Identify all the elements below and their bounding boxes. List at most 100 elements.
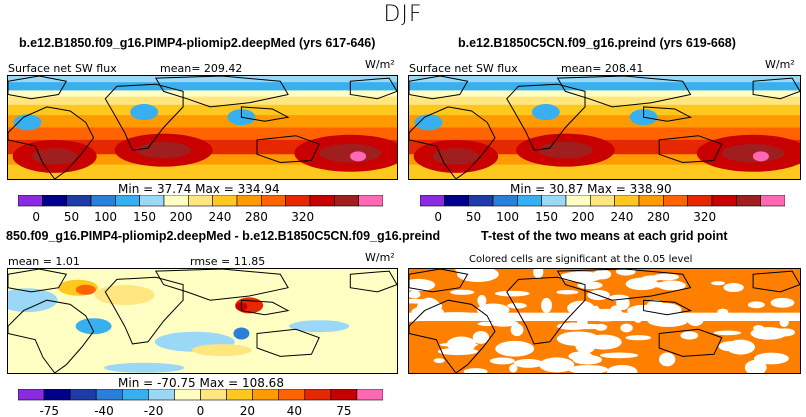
panel3-field-anomaly	[289, 320, 350, 333]
panel2-colorbar-tick: 200	[572, 210, 595, 223]
panel1-colorbar-swatch	[358, 195, 383, 207]
panel2-units: W/m²	[765, 58, 795, 71]
panel4-nonsignificant-cell	[775, 328, 796, 337]
panel2-colorbar-tick: 320	[693, 210, 716, 223]
panel2-variable: Surface net SW flux	[409, 62, 518, 75]
panel4-nonsignificant-cell	[450, 289, 475, 295]
panel2-mean: mean= 208.41	[561, 62, 644, 75]
panel3-colorbar-swatch	[304, 389, 332, 401]
panel1-field-band	[8, 115, 397, 131]
panel3-field-anomaly	[191, 344, 252, 357]
panel4-nonsignificant-cell	[489, 357, 515, 365]
panel4-nonsignificant-cell	[650, 282, 683, 289]
panel2-field-band	[409, 82, 800, 94]
page-title: DJF	[383, 2, 423, 27]
panel1-coastline	[8, 106, 95, 179]
panel1-coastline	[349, 77, 397, 100]
panel4-nonsignificant-cell	[711, 281, 726, 286]
panel3-minmax: Min = -70.75 Max = 108.68	[118, 376, 284, 390]
panel2-colorbar-swatch	[638, 195, 664, 207]
panel4-coastline	[409, 269, 469, 293]
panel4-nonsignificant-cell	[616, 269, 636, 276]
panel3-colorbar-swatch	[252, 389, 280, 401]
panel3-rmse: rmse = 11.85	[190, 255, 266, 268]
panel3-colorbar-swatch	[278, 389, 306, 401]
panel1-colorbar-swatch	[115, 195, 140, 207]
panel2-colorbar-swatch	[663, 195, 688, 207]
panel4-nonsignificant-cell	[625, 335, 652, 341]
panel2-coastline	[752, 77, 800, 100]
panel4-nonsignificant-cell	[509, 364, 518, 373]
panel1-variable: Surface net SW flux	[8, 62, 117, 75]
panel4-coastline	[643, 299, 693, 316]
panel4-nonsignificant-cell	[713, 330, 742, 336]
panel1-colorbar-tick: 150	[133, 210, 156, 223]
panel2-field-max	[432, 148, 480, 165]
panel2-colorbar-swatch	[614, 195, 640, 207]
panel4-nonsignificant-cell	[455, 269, 494, 278]
panel2-colorbar-tick: 50	[466, 210, 481, 223]
panel4-nonsignificant-cell	[477, 295, 487, 307]
panel3-colorbar-swatch	[69, 389, 97, 401]
panel3-field-anomaly	[8, 288, 58, 313]
panel4-coastline	[658, 328, 723, 357]
panel3-colorbar-tick: -20	[144, 404, 164, 417]
panel2-field-peak	[752, 151, 769, 162]
panel4-nonsignificant-cell	[513, 359, 544, 368]
panel2-colorbar-tick: 0	[434, 210, 442, 223]
panel1-coastline	[104, 83, 184, 151]
panel2-field-band	[409, 104, 800, 119]
panel4-coastline	[752, 270, 800, 293]
panel1-field-band	[8, 82, 397, 94]
panel2-colorbar: 0 50 100 150 200 240 280 320	[420, 195, 785, 223]
panel1-field-low	[13, 114, 42, 131]
panel1-colorbar-tick: 50	[64, 210, 79, 223]
panel3-coastline	[8, 299, 95, 373]
panel3-colorbar-swatch	[330, 389, 358, 401]
panel4-nonsignificant-cell	[409, 290, 421, 299]
panel2-colorbar-tick: 240	[611, 210, 634, 223]
panel2-field-max	[538, 141, 593, 159]
panel3-colorbar: -75 -40 -20 0 20 40 75	[18, 389, 383, 417]
panel4-nonsignificant-cell	[577, 281, 603, 290]
panel1-colorbar-swatch	[42, 195, 67, 207]
panel2-field-low	[414, 114, 443, 131]
panel4-coastline	[556, 269, 692, 301]
panel2-field-band	[409, 90, 800, 102]
panel3-coastline	[104, 276, 184, 345]
panel4-nonsignificant-cell	[599, 352, 639, 359]
panel3-field-anomaly	[233, 327, 250, 340]
panel2-colorbar-swatch	[541, 195, 567, 207]
panel4-nonsignificant-cell	[747, 301, 765, 309]
panel3-colorbar-swatch	[200, 389, 227, 401]
panel1-colorbar-tick: 200	[170, 210, 193, 223]
panel4-subtitle: Colored cells are significant at the 0.0…	[469, 254, 693, 265]
panel2-colorbar-tick: 100	[496, 210, 519, 223]
panel4-nonsignificant-cell	[659, 352, 676, 367]
panel1-colorbar-swatch	[334, 195, 359, 207]
panel4-nonsignificant-cell	[606, 364, 638, 373]
panel2-coastline	[409, 76, 469, 100]
panel2-colorbar-swatch	[565, 195, 591, 207]
panel2-colorbar-swatch	[760, 195, 785, 207]
panel2-colorbar-swatch	[492, 195, 518, 207]
panel3-mean: mean = 1.01	[8, 255, 80, 268]
panel1-field-max	[136, 141, 191, 159]
panel1-colorbar-tick: 0	[32, 210, 40, 223]
panel4-nonsignificant-cell	[409, 278, 436, 292]
panel4-nonsignificant-cell	[533, 269, 544, 279]
panel1-map	[7, 75, 398, 180]
panel2-coastline	[643, 106, 693, 122]
panel3-field-anomaly	[75, 284, 96, 295]
panel3-field-anomaly	[75, 318, 112, 335]
panel2-title: b.e12.B1850C5CN.f09_g16.preind (yrs 619-…	[458, 36, 736, 50]
panel1-colorbar-swatch	[18, 195, 43, 207]
panel4-nonsignificant-cell	[726, 339, 755, 355]
panel2-colorbar-swatch	[687, 195, 713, 207]
panel1-units: W/m²	[365, 58, 395, 71]
panel3-coastline	[240, 299, 290, 316]
panel3-coastline	[256, 328, 320, 357]
panel2-field-band	[409, 96, 800, 108]
panel4-nonsignificant-cell	[539, 357, 575, 373]
panel3-colorbar-tick: 40	[287, 404, 302, 417]
